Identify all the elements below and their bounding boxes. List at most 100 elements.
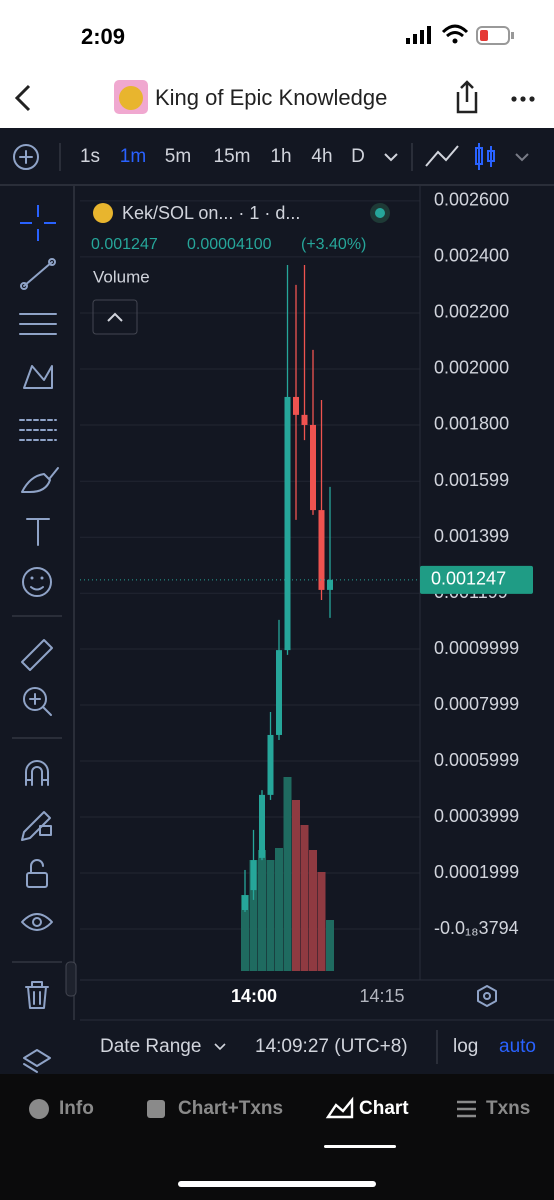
active-tab-indicator	[324, 1145, 396, 1148]
tab-info[interactable]: Info	[59, 1098, 94, 1119]
tab-chart-txns[interactable]: Chart+Txns	[178, 1098, 283, 1119]
volume-bar	[300, 825, 309, 971]
text-tool[interactable]	[26, 518, 50, 546]
home-indicator	[178, 1181, 376, 1187]
y-tick-label: 0.0009999	[434, 638, 519, 658]
page-title: King of Epic Knowledge	[155, 85, 387, 110]
back-button[interactable]	[14, 84, 31, 112]
candle-body	[293, 396, 299, 415]
chart-icon	[325, 1096, 354, 1119]
date-range-chevron	[214, 1043, 226, 1051]
unlock-tool[interactable]	[26, 859, 48, 888]
visibility-tool[interactable]	[21, 913, 53, 931]
price-label: 0.001247	[431, 569, 506, 589]
y-tick-label: 0.002400	[434, 246, 509, 266]
chart-type-dropdown[interactable]	[515, 153, 529, 162]
log-toggle[interactable]: log	[453, 1036, 478, 1057]
collapse-button[interactable]	[92, 299, 138, 335]
candle-body	[310, 424, 316, 511]
candle-body	[242, 895, 248, 910]
volume-bar	[283, 777, 292, 971]
y-tick-label: -0.0₁₈3794	[434, 918, 519, 938]
crosshair-tool[interactable]	[20, 205, 56, 241]
volume-bar	[266, 860, 275, 971]
timeframe-button[interactable]: 1s	[80, 146, 100, 167]
legend-change: 0.00004100	[187, 236, 272, 253]
auto-toggle[interactable]: auto	[499, 1036, 536, 1057]
timeframe-dropdown[interactable]	[384, 153, 398, 162]
volume-bar	[241, 895, 249, 971]
header-bg	[0, 0, 554, 128]
toolbar-collapse[interactable]	[65, 961, 77, 997]
y-tick-label: 0.001399	[434, 526, 509, 546]
volume-label: Volume	[93, 267, 150, 286]
emoji-tool[interactable]	[22, 567, 52, 597]
volume-bar	[275, 848, 283, 971]
x-tick-label: 14:15	[359, 986, 404, 1006]
x-tick-label: 14:00	[231, 986, 277, 1006]
zoom-tool[interactable]	[23, 687, 52, 716]
price-label-bg	[420, 565, 533, 594]
legend-title: Kek/SOL on... · 1 · d...	[122, 203, 300, 223]
magnet-tool[interactable]	[25, 760, 49, 786]
candle-body	[267, 734, 274, 795]
candle-body	[318, 510, 325, 590]
settings-button[interactable]	[477, 985, 497, 1007]
y-tick-label: 0.0001999	[434, 862, 519, 882]
prediction-tool[interactable]	[19, 419, 57, 441]
volume-bar	[326, 920, 334, 971]
legend-change-pct: (+3.40%)	[301, 236, 366, 253]
volume-bar	[258, 850, 266, 971]
y-tick-label: 0.0005999	[434, 750, 519, 770]
candle-chart-button[interactable]	[475, 143, 495, 170]
measure-tool[interactable]	[21, 639, 53, 671]
timeframe-button[interactable]: 4h	[311, 146, 332, 167]
info-icon	[29, 1099, 49, 1119]
candle-body	[250, 860, 257, 891]
candle-body	[276, 650, 282, 735]
drawing-tools	[12, 205, 62, 1073]
volume-bar	[309, 850, 317, 971]
trend-line-tool[interactable]	[20, 258, 56, 290]
candle-body	[284, 396, 291, 651]
delete-tool[interactable]	[25, 981, 49, 1009]
y-tick-label: 0.001599	[434, 470, 509, 490]
token-avatar-face	[119, 86, 143, 110]
volume-bar	[317, 872, 326, 971]
brush-tool[interactable]	[21, 467, 59, 493]
chart-txns-icon	[147, 1100, 165, 1118]
layers-tool[interactable]	[23, 1049, 51, 1073]
add-indicator-button[interactable]	[13, 144, 39, 170]
volume-bar	[249, 860, 258, 971]
line-chart-button[interactable]	[425, 145, 459, 167]
lock-drawings-tool[interactable]	[21, 811, 52, 841]
candle-body	[259, 794, 265, 858]
timeframe-button[interactable]: D	[351, 146, 365, 167]
more-button[interactable]	[511, 96, 535, 102]
timeframe-button[interactable]: 1m	[120, 146, 146, 167]
legend-avatar	[93, 203, 113, 223]
y-tick-label: 0.002600	[434, 190, 509, 210]
timeframe-button[interactable]: 1h	[270, 146, 291, 167]
date-range-button[interactable]: Date Range	[100, 1036, 201, 1057]
timeframe-button[interactable]: 5m	[165, 146, 191, 167]
status-icons	[406, 24, 514, 45]
fib-tool[interactable]	[19, 313, 57, 335]
volume-bar	[292, 800, 300, 971]
tab-chart[interactable]: Chart	[359, 1098, 409, 1119]
txns-icon	[457, 1100, 476, 1118]
share-button[interactable]	[456, 80, 478, 114]
y-tick-label: 0.001800	[434, 414, 509, 434]
tab-bar	[0, 1074, 554, 1200]
y-tick-label: 0.002000	[434, 358, 509, 378]
candle-body	[327, 579, 333, 590]
pattern-tool[interactable]	[23, 365, 53, 389]
y-tick-label: 0.0007999	[434, 694, 519, 714]
status-time: 2:09	[81, 24, 125, 49]
collapse-icon	[107, 312, 123, 322]
legend-value: 0.001247	[91, 236, 158, 253]
tab-txns[interactable]: Txns	[486, 1098, 530, 1119]
timeframe-button[interactable]: 15m	[214, 146, 251, 167]
